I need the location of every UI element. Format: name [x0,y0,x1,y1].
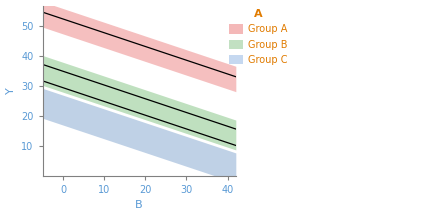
Y-axis label: Y: Y [6,87,16,94]
Legend: Group A, Group B, Group C: Group A, Group B, Group C [227,7,289,67]
X-axis label: B: B [135,200,143,210]
